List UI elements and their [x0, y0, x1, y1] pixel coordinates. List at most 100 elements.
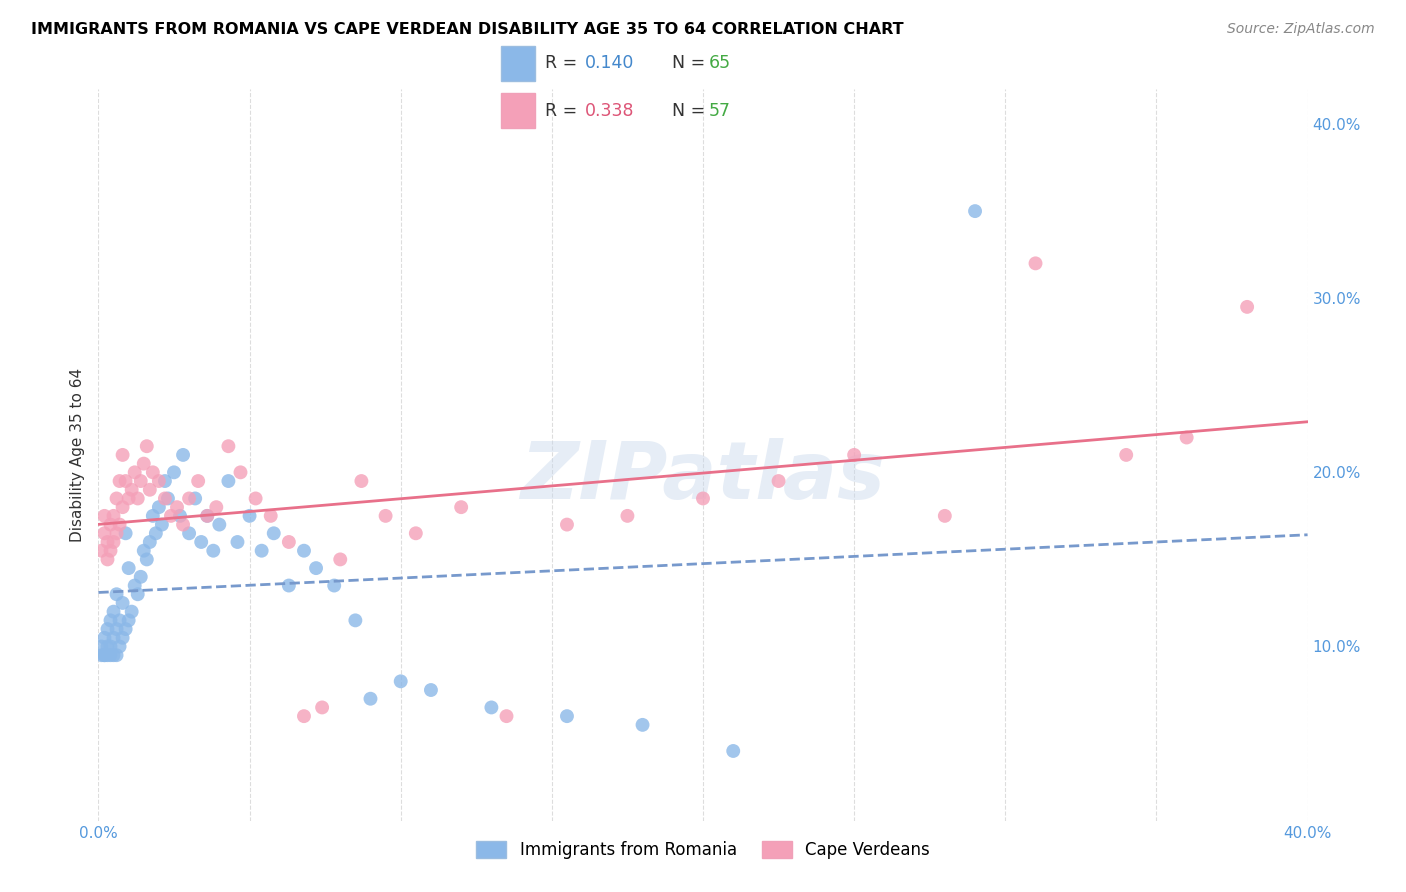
Point	[179, 491, 201, 506]
Text: R =: R =	[544, 102, 582, 120]
Point	[90, 543, 112, 558]
Point	[142, 466, 165, 480]
Point	[305, 561, 328, 575]
Point	[239, 508, 262, 523]
Point	[129, 474, 152, 488]
Point	[139, 483, 162, 497]
Point	[100, 543, 122, 558]
Point	[105, 648, 128, 663]
Y-axis label: Disability Age 35 to 64: Disability Age 35 to 64	[69, 368, 84, 542]
Point	[124, 466, 146, 480]
Point	[292, 709, 315, 723]
Text: 0.338: 0.338	[585, 102, 634, 120]
Point	[202, 543, 225, 558]
Point	[190, 535, 212, 549]
Point	[100, 648, 122, 663]
Point	[1236, 300, 1258, 314]
Point	[105, 587, 128, 601]
Point	[96, 552, 118, 566]
Point	[108, 517, 131, 532]
Point	[229, 466, 252, 480]
FancyBboxPatch shape	[502, 46, 536, 81]
Point	[114, 622, 136, 636]
Text: R =: R =	[544, 54, 582, 72]
Point	[555, 517, 578, 532]
Point	[205, 500, 228, 515]
Point	[344, 613, 367, 627]
Point	[132, 457, 155, 471]
Point	[121, 483, 143, 497]
Point	[111, 631, 134, 645]
Point	[226, 535, 249, 549]
Point	[250, 543, 273, 558]
Point	[616, 508, 638, 523]
Point	[1115, 448, 1137, 462]
Point	[148, 474, 170, 488]
Point	[129, 570, 152, 584]
Point	[179, 526, 201, 541]
Point	[96, 640, 118, 654]
Point	[135, 552, 157, 566]
Text: IMMIGRANTS FROM ROMANIA VS CAPE VERDEAN DISABILITY AGE 35 TO 64 CORRELATION CHAR: IMMIGRANTS FROM ROMANIA VS CAPE VERDEAN …	[31, 22, 904, 37]
Point	[111, 448, 134, 462]
Point	[195, 508, 218, 523]
Text: N =: N =	[672, 54, 710, 72]
Point	[105, 491, 128, 506]
Point	[103, 508, 125, 523]
FancyBboxPatch shape	[502, 93, 536, 128]
Point	[187, 474, 209, 488]
Point	[389, 674, 412, 689]
Point	[163, 466, 186, 480]
Point	[114, 474, 136, 488]
Point	[124, 578, 146, 592]
Point	[555, 709, 578, 723]
Point	[172, 448, 194, 462]
Point	[96, 535, 118, 549]
Text: 65: 65	[709, 54, 731, 72]
Point	[96, 622, 118, 636]
Text: ZIPatlas: ZIPatlas	[520, 438, 886, 516]
Point	[90, 648, 112, 663]
Point	[245, 491, 267, 506]
Point	[1024, 256, 1046, 270]
Point	[195, 508, 218, 523]
Point	[150, 517, 173, 532]
Point	[1175, 430, 1198, 444]
Point	[105, 526, 128, 541]
Point	[495, 709, 517, 723]
Point	[156, 491, 179, 506]
Point	[323, 578, 346, 592]
Point	[93, 631, 115, 645]
Point	[121, 605, 143, 619]
Text: 0.140: 0.140	[585, 54, 634, 72]
Point	[420, 683, 443, 698]
Point	[93, 648, 115, 663]
Point	[311, 700, 333, 714]
Point	[132, 543, 155, 558]
Point	[148, 500, 170, 515]
Point	[145, 526, 167, 541]
Point	[93, 526, 115, 541]
Point	[277, 578, 299, 592]
Point	[108, 640, 131, 654]
Point	[844, 448, 866, 462]
Legend: Immigrants from Romania, Cape Verdeans: Immigrants from Romania, Cape Verdeans	[468, 832, 938, 867]
Point	[93, 648, 115, 663]
Point	[292, 543, 315, 558]
Point	[100, 640, 122, 654]
Point	[111, 500, 134, 515]
Point	[184, 491, 207, 506]
Point	[142, 508, 165, 523]
Point	[96, 648, 118, 663]
Point	[100, 613, 122, 627]
Point	[631, 718, 654, 732]
Point	[405, 526, 427, 541]
Point	[374, 508, 396, 523]
Point	[208, 517, 231, 532]
Point	[260, 508, 283, 523]
Point	[723, 744, 745, 758]
Point	[692, 491, 714, 506]
Point	[100, 517, 122, 532]
Point	[350, 474, 373, 488]
Point	[169, 508, 191, 523]
